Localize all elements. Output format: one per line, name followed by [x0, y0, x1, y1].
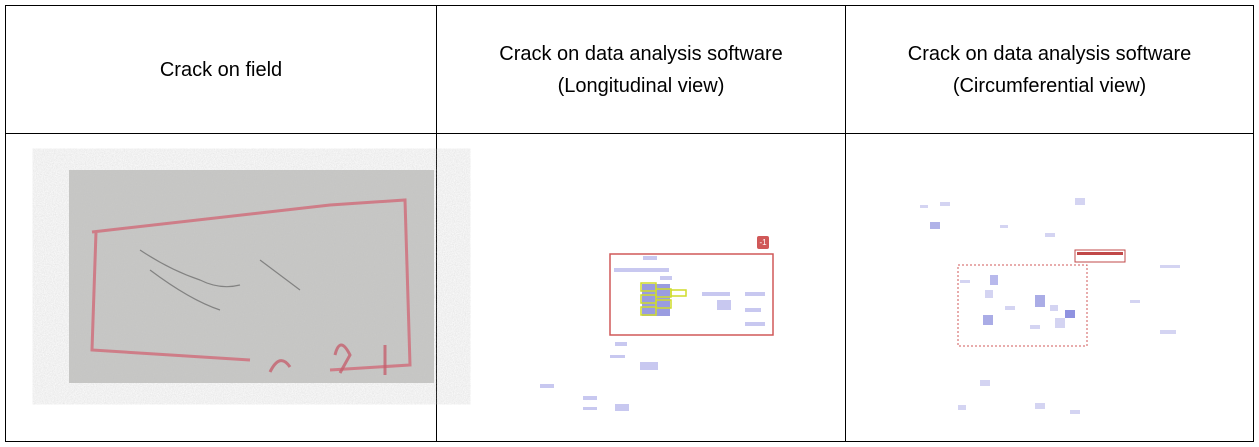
header-text: Crack on field — [159, 58, 283, 81]
header-text: Crack on data analysis software (Longitu… — [499, 42, 783, 97]
header-cell: Crack on data analysis software (Longitu… — [436, 5, 846, 134]
marker-label: -1 — [759, 238, 767, 247]
image-cell — [845, 133, 1254, 442]
field-photo — [69, 170, 434, 383]
circumferential-view — [920, 198, 1180, 414]
longitudinal-view: -1 — [540, 236, 774, 411]
header-text: Crack on data analysis software (Circumf… — [907, 42, 1192, 97]
